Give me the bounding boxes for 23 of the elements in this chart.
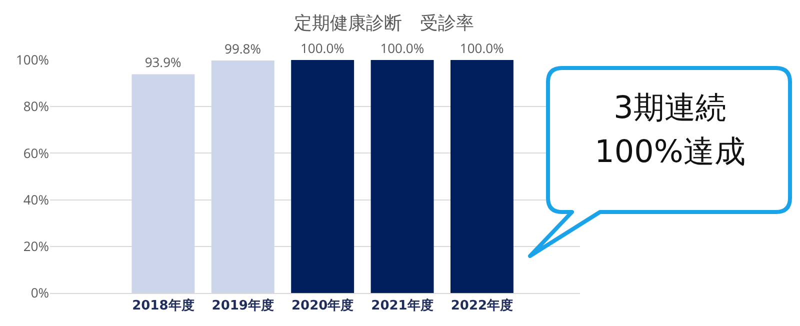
bar bbox=[370, 60, 434, 293]
data-label: 100.0% bbox=[380, 39, 424, 57]
x-tick-label: 2018年度 bbox=[132, 298, 194, 314]
x-tick-label: 2022年度 bbox=[450, 298, 514, 314]
bar bbox=[211, 60, 274, 293]
data-label: 100.0% bbox=[460, 39, 504, 57]
y-tick-label: 100% bbox=[16, 50, 50, 69]
bar bbox=[291, 60, 354, 293]
y-tick-label: 20% bbox=[23, 236, 50, 255]
y-tick-label: 40% bbox=[23, 190, 50, 208]
chart-title: 定期健康診断 受診率 bbox=[294, 10, 474, 35]
data-label: 93.9% bbox=[144, 53, 182, 72]
text: 3期連続 100%達成 bbox=[594, 89, 746, 172]
data-label: 99.8% bbox=[224, 39, 262, 58]
y-tick-label: 60% bbox=[23, 144, 50, 162]
data-label: 100.0% bbox=[300, 39, 345, 57]
x-tick-label: 2020年度 bbox=[291, 298, 354, 314]
y-tick-label: 0% bbox=[30, 284, 50, 302]
bar bbox=[132, 74, 195, 293]
bar bbox=[450, 60, 514, 293]
y-tick-label: 80% bbox=[23, 97, 50, 116]
x-tick-label: 2021年度 bbox=[371, 298, 434, 314]
x-tick-label: 2019年度 bbox=[212, 298, 274, 314]
